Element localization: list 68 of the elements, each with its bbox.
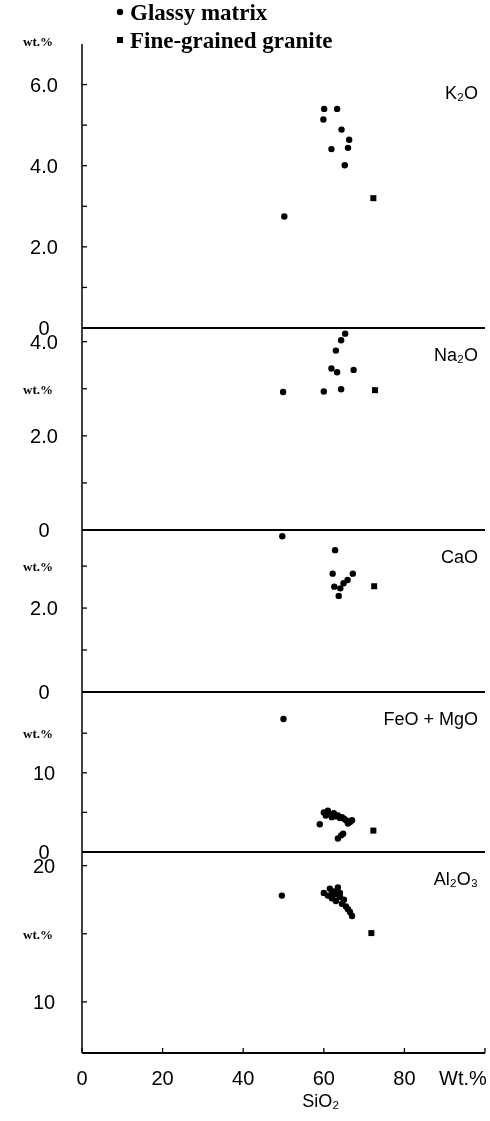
point	[331, 546, 339, 554]
point	[340, 896, 348, 903]
point	[334, 884, 342, 891]
point	[328, 365, 335, 372]
x-tick-label: 20	[151, 1067, 174, 1089]
y-tick-label: 2.0	[30, 597, 58, 620]
point	[332, 897, 340, 905]
point	[345, 136, 353, 143]
y-axis-title: wt.%	[23, 926, 53, 942]
point	[341, 330, 349, 337]
y-axis-title: wt.%	[23, 726, 53, 742]
y-tick-label: 0	[38, 519, 50, 541]
y-tick-label: 2.0	[30, 235, 58, 258]
point	[320, 388, 327, 395]
legend-label: Fine-grained granite	[130, 28, 333, 53]
point	[332, 347, 340, 354]
text: CaO	[440, 547, 478, 567]
y-axis-title: wt.%	[23, 381, 53, 397]
text: K₂O	[445, 83, 478, 103]
point	[371, 387, 378, 394]
point	[344, 576, 351, 584]
point	[333, 369, 341, 376]
point	[320, 116, 327, 123]
x-tick-label: 80	[393, 1067, 416, 1089]
point	[278, 892, 286, 899]
y-tick-label: 0	[38, 681, 50, 703]
point	[350, 366, 357, 374]
point	[279, 388, 287, 396]
y-axis-title: wt.%	[23, 559, 53, 575]
point	[336, 889, 344, 897]
point	[344, 144, 352, 152]
point	[370, 827, 377, 834]
point	[316, 821, 323, 828]
y-tick-label: 10	[32, 990, 56, 1013]
legend-label: Glassy matrix	[130, 0, 268, 25]
y-tick-label: 10	[32, 761, 56, 784]
y-tick-label: 2.0	[30, 424, 58, 447]
point	[333, 105, 341, 113]
y-tick-label: 6.0	[30, 73, 58, 96]
point	[328, 145, 335, 153]
point	[321, 105, 328, 113]
text: Na₂O	[434, 345, 478, 365]
point	[341, 162, 348, 169]
point	[371, 583, 378, 590]
point	[279, 533, 286, 540]
point	[280, 715, 287, 723]
point	[349, 570, 357, 577]
y-axis-title: wt.%	[23, 34, 53, 49]
point	[348, 912, 356, 920]
point	[331, 583, 338, 590]
point	[337, 337, 345, 344]
point	[337, 585, 344, 592]
x-tick-label: 40	[232, 1067, 255, 1089]
text: FeO + MgO	[383, 709, 478, 729]
x-axis-title: SiO₂	[302, 1091, 340, 1111]
text: Al₂O₃	[433, 869, 478, 889]
x-tick-label: Wt.%	[439, 1067, 488, 1089]
x-tick-label: 0	[76, 1067, 88, 1089]
point	[340, 580, 347, 587]
point	[329, 570, 336, 577]
point	[335, 592, 342, 600]
point	[337, 386, 345, 393]
point	[338, 126, 345, 133]
point	[370, 195, 377, 202]
y-tick-label: 4.0	[30, 154, 58, 177]
point	[281, 213, 288, 220]
x-tick-label: 60	[312, 1067, 335, 1089]
point	[368, 930, 375, 937]
